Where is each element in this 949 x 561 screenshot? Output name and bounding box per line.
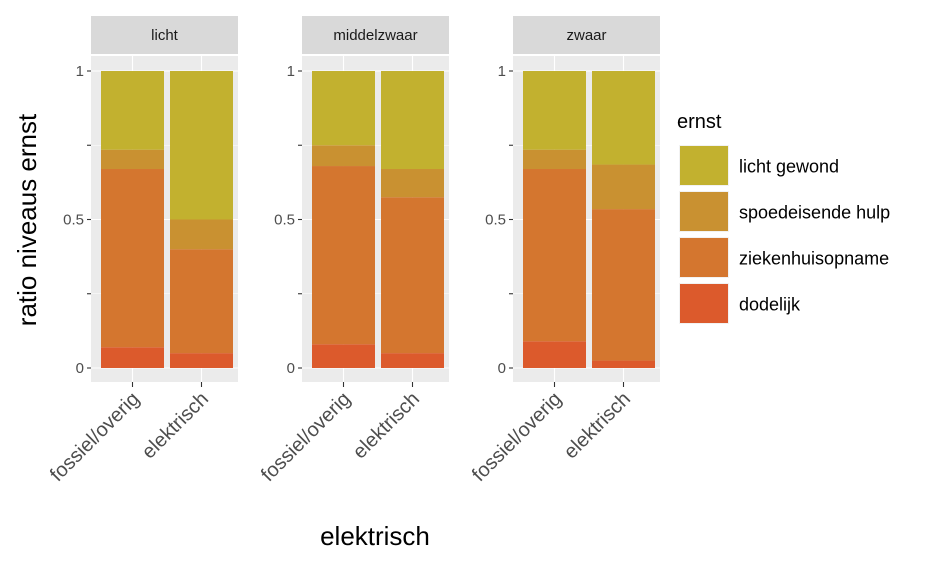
bar-segment-spoedeisende-hulp — [523, 149, 586, 170]
facet-panel-middelzwaar: middelzwaar — [302, 16, 449, 382]
legend-label: dodelijk — [739, 295, 801, 315]
bar-segment-spoedeisende-hulp — [170, 219, 233, 250]
y-tick-label: 0 — [287, 360, 295, 377]
y-tick-label: 0.5 — [63, 212, 84, 229]
bar-segment-licht-gewond — [170, 71, 233, 220]
legend-key-ziekenhuisopname — [680, 238, 728, 277]
bar-segment-licht-gewond — [523, 71, 586, 150]
x-tick-label: elektrisch — [560, 388, 635, 463]
legend-key-licht-gewond — [680, 146, 728, 185]
bar-segment-spoedeisende-hulp — [592, 164, 655, 210]
bar-segment-ziekenhuisopname — [101, 169, 164, 348]
x-tick-label: elektrisch — [349, 388, 424, 463]
x-tick-label: fossiel/overig — [46, 388, 144, 486]
facet-strip — [91, 16, 238, 54]
bar-segment-ziekenhuisopname — [312, 166, 375, 345]
bar-segment-spoedeisende-hulp — [381, 169, 444, 198]
x-tick-label: fossiel/overig — [468, 388, 566, 486]
legend-key-spoedeisende-hulp — [680, 192, 728, 231]
legend: ernst licht gewond spoedeisende hulp zieke… — [677, 111, 890, 324]
bar-segment-dodelijk — [592, 360, 655, 368]
facet-strip — [302, 16, 449, 54]
y-tick-label: 0.5 — [274, 212, 295, 229]
x-tick-label: elektrisch — [138, 388, 213, 463]
bar-segment-ziekenhuisopname — [170, 249, 233, 354]
bar-segment-licht-gewond — [101, 71, 164, 150]
y-tick-label: 1 — [498, 63, 506, 80]
legend-label: spoedeisende hulp — [739, 203, 890, 223]
bar-segment-ziekenhuisopname — [381, 197, 444, 354]
y-axes: 0 0.5 1 0 0.5 1 0 0.5 1 — [63, 63, 513, 377]
bar-segment-licht-gewond — [592, 71, 655, 165]
bar-segment-spoedeisende-hulp — [312, 145, 375, 167]
y-tick-label: 1 — [287, 63, 295, 80]
y-tick-label: 1 — [76, 63, 84, 80]
x-tick-label: fossiel/overig — [257, 388, 355, 486]
facet-strip — [513, 16, 660, 54]
y-tick-label: 0.5 — [485, 212, 506, 229]
legend-key-dodelijk — [680, 284, 728, 323]
bar-segment-spoedeisende-hulp — [101, 149, 164, 170]
y-axis-title: ratio niveaus ernst — [12, 113, 42, 326]
legend-label: ziekenhuisopname — [739, 249, 889, 269]
legend-title: ernst — [677, 111, 722, 133]
bar-segment-dodelijk — [523, 341, 586, 368]
bar-segment-dodelijk — [381, 353, 444, 368]
bar-segment-ziekenhuisopname — [592, 209, 655, 361]
bar-segment-dodelijk — [101, 347, 164, 368]
bar-segment-licht-gewond — [312, 71, 375, 146]
facet-panel-licht: licht — [91, 16, 238, 382]
facet-strip-label: zwaar — [566, 27, 606, 44]
x-axis-title: elektrisch — [320, 521, 430, 551]
bar-segment-dodelijk — [170, 353, 233, 368]
legend-label: licht gewond — [739, 157, 839, 177]
facet-panels: licht middelzwaar zwaar — [91, 16, 660, 382]
facet-strip-label: middelzwaar — [333, 27, 417, 44]
bar-segment-ziekenhuisopname — [523, 169, 586, 342]
facet-panel-zwaar: zwaar — [513, 16, 660, 382]
bar-segment-dodelijk — [312, 344, 375, 368]
bar-segment-licht-gewond — [381, 71, 444, 170]
y-tick-label: 0 — [498, 360, 506, 377]
facet-strip-label: licht — [151, 27, 179, 44]
y-tick-label: 0 — [76, 360, 84, 377]
